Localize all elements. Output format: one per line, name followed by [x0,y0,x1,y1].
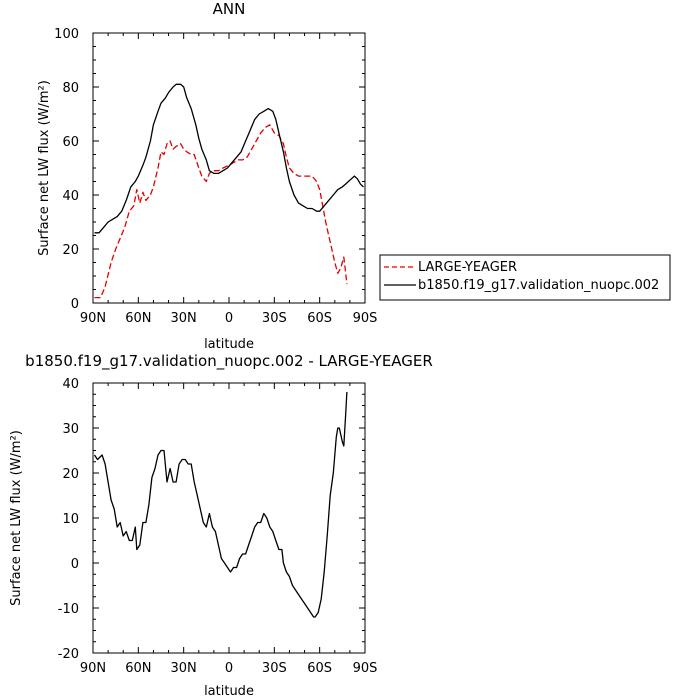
top-x-tick-label: 30S [262,311,287,326]
bottom-x-tick-label: 30N [171,661,197,676]
legend-box [379,254,671,301]
bottom-x-tick-label: 60N [125,661,151,676]
bottom-axis-ticks: 90N 60N 30N 0 30S 60S 90S -20 -10 0 10 20 30 40 [58,377,378,676]
bottom-y-tick-label: -10 [58,602,79,617]
top-series-line-b1850-f19-g17-validation-nuopc-002 [94,83,364,234]
top-plot-frame [92,32,366,304]
top-series-line-large-yeager [94,124,348,299]
top-x-tick-label: 60S [307,311,332,326]
legend: LARGE-YEAGER b1850.f19_g17.validation_nu… [379,254,671,301]
bottom-x-tick-label: 0 [225,661,233,676]
bottom-y-tick-label: -20 [58,647,79,662]
top-y-tick-label: 100 [54,27,79,42]
bottom-chart-title: b1850.f19_g17.validation_nuopc.002 - LAR… [25,352,433,371]
top-x-axis-label: latitude [204,337,254,352]
bottom-y-tick-label: 10 [62,512,79,527]
bottom-x-tick-label: 90S [353,661,378,676]
bottom-x-tick-label: 30S [262,661,287,676]
top-y-tick-label: 0 [71,297,79,312]
top-x-tick-label: 90N [80,311,106,326]
legend-label-b1850: b1850.f19_g17.validation_nuopc.002 [418,278,659,293]
bottom-y-tick-label: 0 [71,557,79,572]
bottom-x-tick-label: 60S [307,661,332,676]
bottom-x-axis-label: latitude [204,684,254,699]
top-y-tick-label: 80 [62,81,79,96]
top-axis-ticks: 90N 60N 30N 0 30S 60S 90S 0 20 40 60 80 100 [54,27,377,326]
bottom-y-tick-label: 40 [62,377,79,392]
top-x-tick-label: 30N [171,311,197,326]
top-panel: ANN 90N 60N 30N 0 30S 60S 90S 0 20 40 60 80 100 lati… [37,0,377,352]
top-y-tick-label: 40 [62,189,79,204]
top-y-tick-label: 20 [62,243,79,258]
top-x-tick-label: 0 [225,311,233,326]
top-x-tick-label: 60N [125,311,151,326]
bottom-panel: b1850.f19_g17.validation_nuopc.002 - LAR… [9,352,433,699]
bottom-x-tick-label: 90N [80,661,106,676]
bottom-series-group [93,391,348,618]
top-x-tick-label: 90S [353,311,378,326]
legend-label-large-yeager: LARGE-YEAGER [418,260,517,275]
bottom-y-tick-label: 20 [62,467,79,482]
top-series-group [94,83,364,299]
top-chart-title: ANN [213,0,246,18]
bottom-plot-frame [92,382,366,654]
top-y-tick-label: 60 [62,135,79,150]
top-y-axis-label: Surface net LW flux (W/m²) [37,80,52,256]
bottom-series-line-difference [93,391,348,618]
bottom-y-tick-label: 30 [62,422,79,437]
bottom-y-axis-label: Surface net LW flux (W/m²) [9,430,24,606]
